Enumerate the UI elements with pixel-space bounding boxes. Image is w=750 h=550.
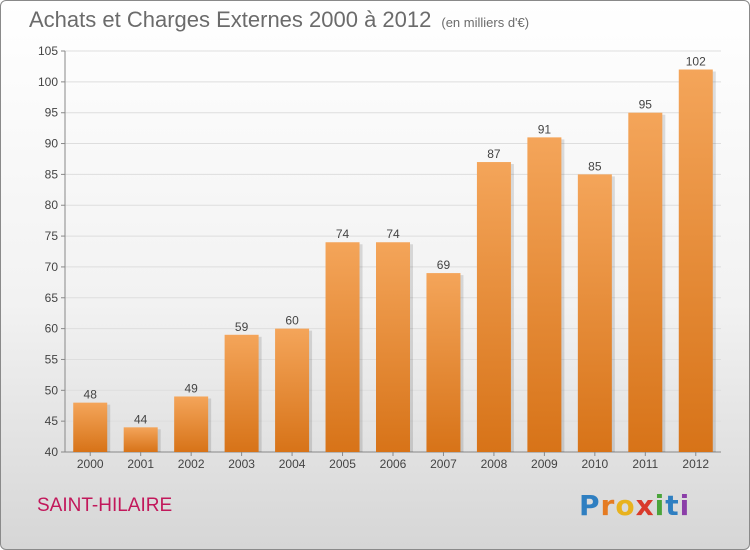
y-tick-label: 95 <box>45 106 59 120</box>
bar <box>527 137 562 452</box>
y-tick-label: 105 <box>38 44 58 58</box>
logo-letter: P <box>579 489 601 522</box>
x-tick-label: 2008 <box>481 457 508 471</box>
bars <box>73 69 716 453</box>
bar <box>73 402 108 452</box>
bar <box>174 396 209 452</box>
bar <box>628 112 663 452</box>
y-tick-label: 75 <box>45 229 59 243</box>
x-tick-label: 2010 <box>581 457 608 471</box>
bar <box>275 328 310 452</box>
bar <box>678 69 713 452</box>
x-tick-label: 2001 <box>127 457 154 471</box>
data-label: 87 <box>487 147 501 161</box>
y-tick-label: 80 <box>45 198 59 212</box>
y-tick-label: 50 <box>45 383 59 397</box>
data-label: 85 <box>588 159 602 173</box>
bar <box>325 242 360 452</box>
data-label: 60 <box>285 314 299 328</box>
logo-letter: x <box>635 489 655 522</box>
bar <box>426 273 461 452</box>
logo-letter: o <box>615 489 636 522</box>
chart-title: Achats et Charges Externes 2000 à 2012 (e… <box>29 7 529 33</box>
chart-unit: (en milliers d'€) <box>441 15 530 30</box>
y-tick-label: 60 <box>45 322 59 336</box>
data-label: 48 <box>84 388 98 402</box>
x-tick-label: 2006 <box>380 457 407 471</box>
logo-letter: t <box>665 489 680 522</box>
x-tick-label: 2004 <box>279 457 306 471</box>
logo-letter: i <box>679 489 691 522</box>
data-label: 102 <box>686 55 706 69</box>
data-label: 91 <box>538 122 552 136</box>
x-tick-label: 2007 <box>430 457 457 471</box>
bar <box>577 174 612 452</box>
y-tick-label: 45 <box>45 414 59 428</box>
y-tick-label: 55 <box>45 352 59 366</box>
bar <box>476 162 511 453</box>
x-tick-label: 2002 <box>178 457 205 471</box>
data-label: 49 <box>184 381 198 395</box>
x-tick-label: 2011 <box>632 457 658 471</box>
data-label: 44 <box>134 412 148 426</box>
data-label: 74 <box>336 227 350 241</box>
x-tick-label: 2009 <box>531 457 558 471</box>
data-label: 95 <box>639 98 653 112</box>
bar <box>123 427 158 452</box>
data-label: 69 <box>437 258 451 272</box>
data-label: 74 <box>386 227 400 241</box>
bar <box>224 334 259 452</box>
x-tick-label: 2000 <box>77 457 104 471</box>
data-labels: 48 44 49 59 60 74 74 69 87 91 85 95 102 <box>84 55 707 427</box>
y-tick-label: 85 <box>45 167 59 181</box>
x-tick-label: 2012 <box>682 457 709 471</box>
y-tick-label: 70 <box>45 260 59 274</box>
y-tick-label: 100 <box>38 75 58 89</box>
place-name: SAINT-HILAIRE <box>37 495 173 516</box>
bar <box>376 242 410 452</box>
x-tick-label: 2005 <box>329 457 356 471</box>
y-tick-label: 40 <box>45 445 59 459</box>
proxiti-logo: Proxiti <box>579 489 690 522</box>
data-label: 59 <box>235 320 249 334</box>
logo-letter: r <box>600 489 616 522</box>
axes: 40 45 50 55 60 65 70 75 80 85 90 95 100 105 2000 2001 20… <box>38 44 721 471</box>
logo-letter: i <box>654 489 666 522</box>
chart-title-text: Achats et Charges Externes 2000 à 2012 <box>29 7 432 32</box>
y-tick-label: 90 <box>45 137 59 151</box>
x-tick-label: 2003 <box>228 457 255 471</box>
y-tick-label: 65 <box>45 291 59 305</box>
